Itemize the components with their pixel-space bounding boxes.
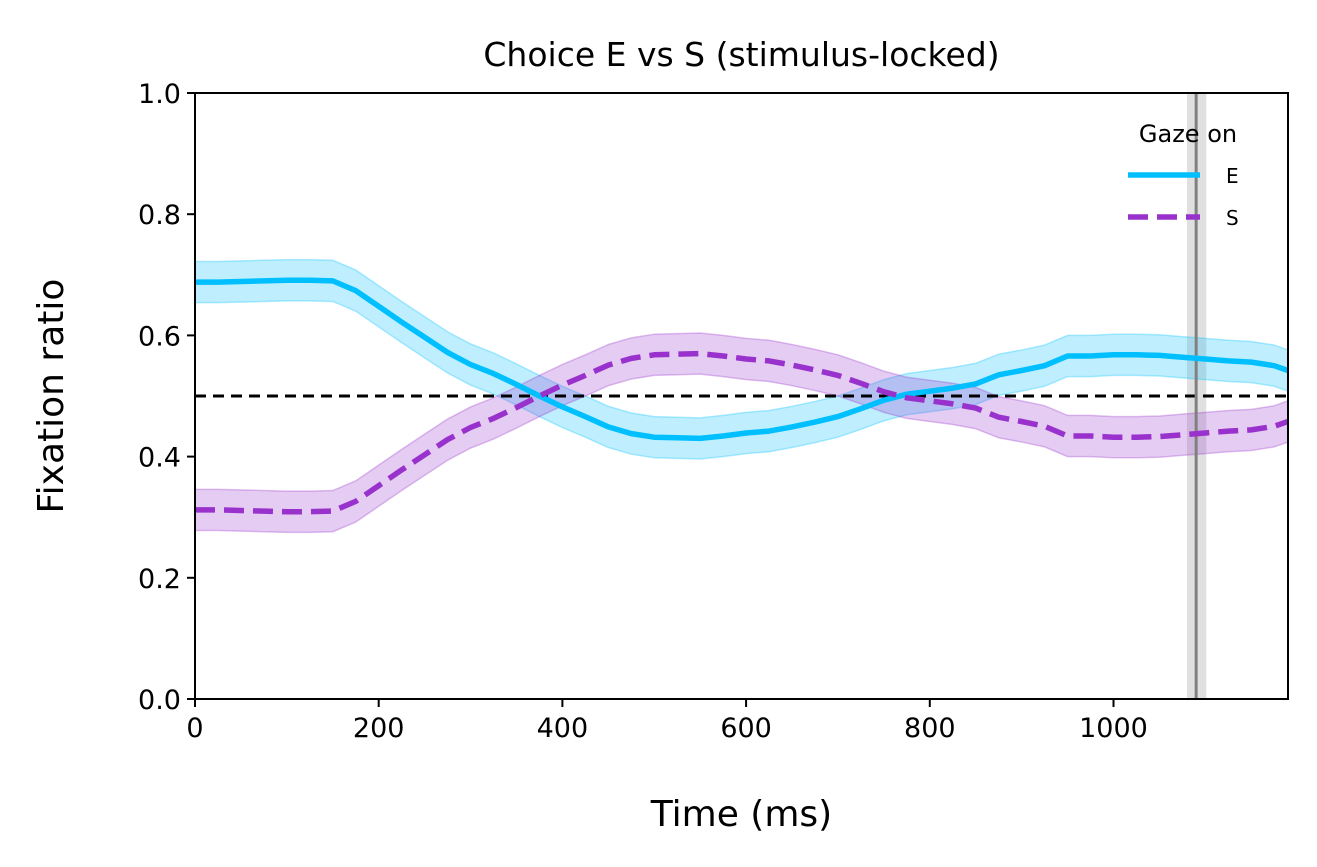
y-axis-label: Fixation ratio — [31, 279, 72, 514]
legend-label-E: E — [1226, 164, 1239, 188]
y-tick-label: 0.6 — [138, 321, 181, 352]
x-tick-label: 800 — [904, 713, 956, 744]
y-tick-label: 0.8 — [138, 200, 181, 231]
series-line-S — [195, 350, 1288, 515]
axes-frame — [194, 92, 1289, 700]
x-tick-label: 600 — [720, 713, 772, 744]
x-tick-label: 1000 — [1079, 713, 1148, 744]
plot-inner — [195, 93, 1288, 699]
y-tick-label: 1.0 — [138, 79, 181, 110]
y-tick-label: 0.2 — [138, 564, 181, 595]
plot-area: 0 200 400 600 800 1000 0.0 0.2 0.4 0.6 0.8 1.0 — [138, 79, 1289, 744]
x-tick-label: 400 — [537, 713, 589, 744]
x-tick-label: 0 — [186, 713, 203, 744]
y-tick-label: 0.0 — [138, 685, 181, 716]
x-axis-label: Time (ms) — [650, 794, 832, 835]
legend-title: Gaze on — [1139, 120, 1237, 148]
confidence-band-S — [195, 332, 1288, 534]
legend-label-S: S — [1226, 206, 1239, 230]
x-tick-label: 200 — [353, 713, 405, 744]
y-tick-label: 0.4 — [138, 443, 181, 474]
series-line-E — [195, 277, 1288, 442]
chart-title: Choice E vs S (stimulus-locked) — [483, 35, 999, 74]
legend: Gaze on ES — [1128, 120, 1239, 230]
